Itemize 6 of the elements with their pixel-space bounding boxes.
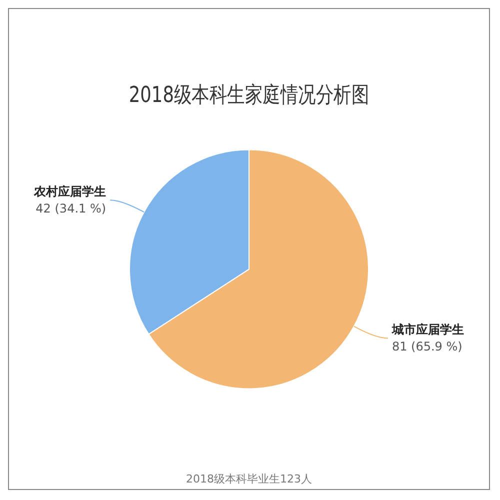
- slice-label: 城市应届学生: [390, 322, 464, 336]
- data-label: 81 (65.9 %): [392, 339, 462, 354]
- text: 2018级本科毕业生123人: [186, 472, 312, 486]
- slice-label: 农村应届学生: [33, 184, 106, 198]
- chart-title: 2018级本科生家庭情况分析图: [128, 80, 370, 108]
- data-label: 42 (34.1 %): [36, 201, 106, 216]
